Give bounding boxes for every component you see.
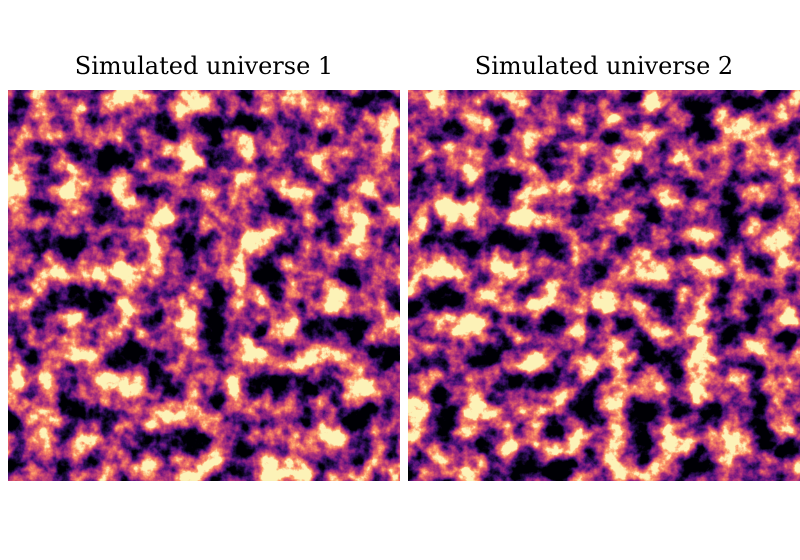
panel-title: Simulated universe 1 [75, 52, 333, 80]
panel-title: Simulated universe 2 [475, 52, 733, 80]
density-map [408, 90, 800, 481]
density-map [8, 90, 400, 481]
